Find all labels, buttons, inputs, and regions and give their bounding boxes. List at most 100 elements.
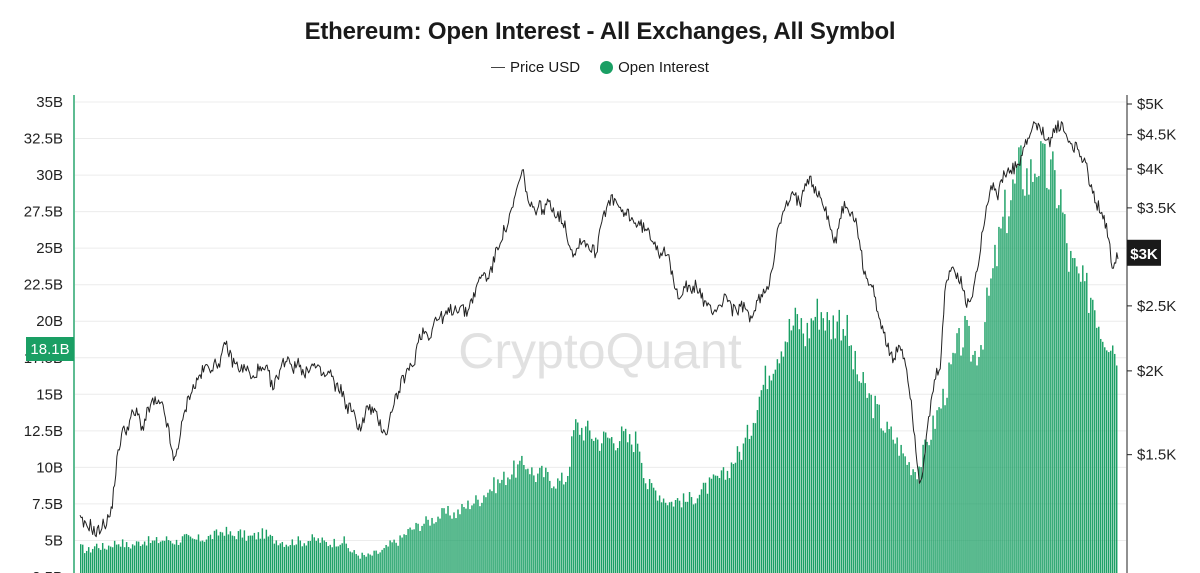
- open-interest-bar: [1032, 181, 1034, 573]
- open-interest-bar: [1076, 266, 1078, 573]
- open-interest-bar: [141, 544, 144, 573]
- open-interest-bar: [748, 438, 751, 573]
- open-interest-bar: [1034, 173, 1036, 573]
- dot-swatch-icon: [600, 61, 614, 74]
- open-interest-bar: [91, 548, 94, 573]
- open-interest-bar: [293, 545, 296, 573]
- open-interest-bar: [632, 452, 635, 573]
- open-interest-bar: [696, 498, 699, 573]
- open-interest-bar: [662, 498, 665, 573]
- open-interest-bar: [493, 477, 495, 573]
- open-interest-bar: [766, 389, 769, 573]
- open-interest-bar: [908, 462, 910, 573]
- left-axis-ticks: 35B32.5B30B27.5B25B22.5B20B17.5B15B12.5B…: [24, 94, 63, 573]
- open-interest-bar: [469, 509, 471, 573]
- open-interest-bar: [167, 540, 170, 573]
- open-interest-bar: [317, 538, 319, 573]
- open-interest-bar: [604, 432, 607, 573]
- open-interest-bar: [449, 515, 451, 573]
- open-interest-bar: [714, 475, 717, 573]
- open-interest-bar: [902, 453, 904, 573]
- open-interest-bar: [359, 558, 361, 573]
- open-interest-bar: [593, 440, 595, 573]
- open-interest-bar: [654, 490, 657, 573]
- legend-label-open-interest: Open Interest: [618, 59, 709, 76]
- open-interest-bar: [295, 544, 298, 573]
- open-interest-bar: [85, 550, 88, 573]
- open-interest-bar: [962, 347, 964, 573]
- legend-item-price[interactable]: Price USD: [491, 59, 580, 76]
- open-interest-bar: [351, 552, 353, 573]
- open-interest-bar: [646, 489, 649, 573]
- watermark: CryptoQuant: [458, 323, 742, 379]
- open-interest-bar: [894, 443, 896, 573]
- legend-item-open-interest[interactable]: Open Interest: [600, 59, 709, 76]
- open-interest-bar: [810, 318, 813, 573]
- open-interest-bar: [349, 551, 351, 573]
- open-interest-bar: [541, 465, 543, 573]
- open-interest-bar: [285, 544, 288, 573]
- open-interest-bar: [636, 443, 639, 573]
- open-interest-bar: [103, 548, 106, 573]
- open-interest-bar: [914, 472, 916, 573]
- open-interest-bar: [942, 388, 944, 573]
- open-interest-bar: [886, 421, 888, 573]
- open-interest-bar: [547, 471, 549, 573]
- open-interest-bar: [149, 542, 152, 573]
- open-interest-bar: [183, 534, 186, 573]
- open-interest-bar: [239, 529, 242, 573]
- open-interest-bar: [1090, 297, 1092, 573]
- open-interest-bar: [870, 394, 872, 573]
- open-interest-bar: [666, 505, 669, 573]
- right-tick-label: $3.5K: [1137, 200, 1176, 217]
- open-interest-bar: [1082, 265, 1084, 573]
- open-interest-bar: [157, 543, 160, 573]
- open-interest-bar: [792, 325, 795, 573]
- open-interest-bar: [1044, 143, 1046, 573]
- left-tick-label: 35B: [36, 94, 63, 111]
- open-interest-bar: [798, 329, 801, 573]
- open-interest-bar: [796, 314, 799, 573]
- open-interest-bar: [475, 495, 477, 573]
- open-interest-bar: [171, 543, 174, 573]
- open-interest-bar: [698, 494, 701, 573]
- open-interest-bar: [782, 356, 785, 573]
- open-interest-bar: [411, 529, 413, 573]
- legend-label-price: Price USD: [510, 59, 581, 76]
- open-interest-bar: [858, 381, 860, 573]
- open-interest-bar: [479, 506, 481, 573]
- open-interest-bar: [155, 537, 158, 573]
- open-interest-bar: [780, 351, 783, 573]
- open-interest-bar: [614, 450, 617, 573]
- open-interest-bar: [672, 506, 675, 573]
- open-interest-bar: [249, 535, 252, 573]
- open-interest-bar: [880, 428, 882, 573]
- open-interest-bar: [936, 410, 938, 573]
- open-interest-bar: [407, 529, 409, 573]
- open-interest-bar: [561, 472, 563, 573]
- open-interest-bar: [291, 539, 294, 573]
- open-interest-bar: [577, 422, 579, 573]
- open-interest-bar: [852, 369, 854, 573]
- open-interest-bar: [589, 430, 591, 573]
- open-interest-bar: [243, 530, 246, 573]
- open-interest-bar: [173, 544, 176, 573]
- open-interest-bar: [529, 474, 531, 573]
- right-tick-label: $2.5K: [1137, 298, 1176, 315]
- open-interest-bar: [347, 548, 349, 573]
- open-interest-bar: [439, 518, 441, 573]
- open-interest-bar: [519, 460, 521, 573]
- open-interest-bar: [565, 481, 567, 573]
- open-interest-bar: [784, 341, 787, 573]
- open-interest-bar: [215, 529, 218, 573]
- open-interest-bar: [309, 540, 311, 573]
- open-interest-bar: [1116, 365, 1118, 573]
- left-tick-label: 2.5B: [32, 569, 63, 573]
- open-interest-bar: [477, 499, 479, 573]
- right-tick-label: $2K: [1137, 363, 1164, 380]
- open-interest-bar: [688, 492, 691, 573]
- open-interest-bar: [82, 544, 84, 573]
- open-interest-bar: [97, 548, 100, 573]
- open-interest-bar: [862, 372, 864, 573]
- open-interest-bar: [744, 437, 747, 573]
